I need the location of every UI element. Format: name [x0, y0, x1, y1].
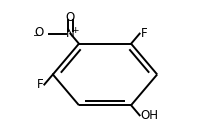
Text: OH: OH	[141, 109, 159, 122]
Text: F: F	[37, 78, 43, 91]
Text: O: O	[66, 11, 75, 24]
Text: F: F	[141, 27, 147, 40]
Text: −: −	[33, 31, 41, 41]
Text: +: +	[71, 26, 79, 35]
Text: N: N	[66, 27, 75, 40]
Text: O: O	[34, 26, 43, 39]
